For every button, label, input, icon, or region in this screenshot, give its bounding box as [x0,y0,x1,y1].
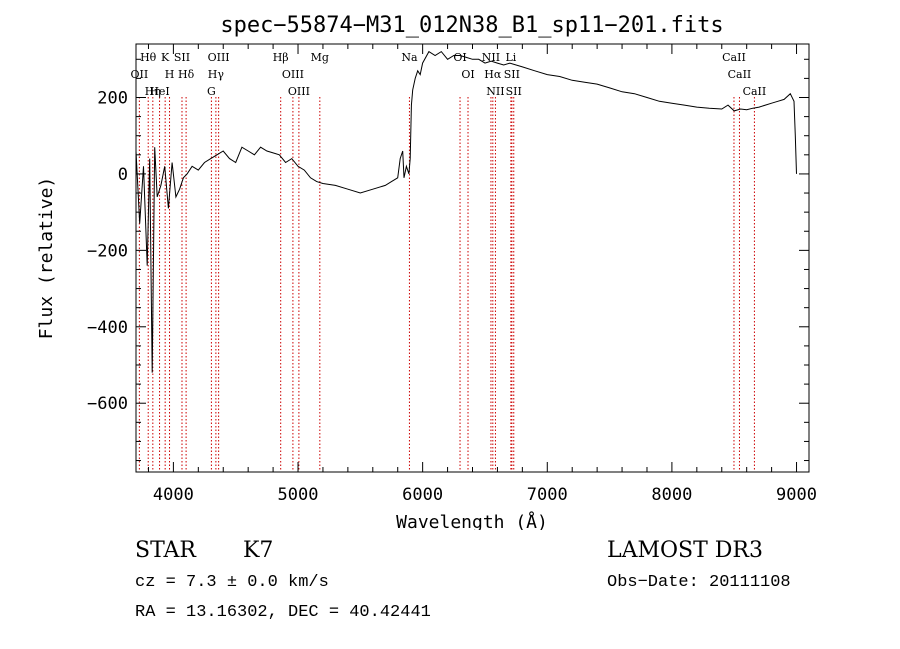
line-label-19: Hα [484,68,502,81]
line-label-23: SII [506,85,522,98]
line-label-11: Hβ [273,51,289,64]
line-label-1: OII [131,68,149,81]
line-label-22: SII [504,68,520,81]
spectrum-chart: spec−55874−M31_012N38_B1_sp11−201.fits H… [36,13,817,530]
y-axis-label: Flux (relative) [36,177,57,340]
x-tick-label: 7000 [527,485,568,505]
line-label-10: G [207,85,216,98]
line-label-6: SII [174,51,190,64]
x-axis-label: Wavelength (Å) [396,511,548,530]
line-label-20: NII [486,85,504,98]
line-label-13: OIII [288,85,310,98]
y-tick-label: 200 [97,89,128,109]
y-tick-label: 0 [118,165,128,185]
spectrum-series-line [135,50,797,373]
line-label-9: Hγ [208,68,225,81]
survey-name: LAMOST DR3 [607,538,763,563]
line-label-25: CaII [728,68,752,81]
line-label-3: HeI [149,85,169,98]
line-label-21: Li [505,51,516,64]
x-tick-label: 4000 [153,485,194,505]
line-label-5: H [165,68,175,81]
line-label-12: OIII [282,68,304,81]
sky-coordinates: RA = 13.16302, DEC = 40.42441 [135,603,431,622]
x-tick-label: 9000 [776,485,817,505]
line-label-14: Mg [311,51,329,64]
x-tick-label: 6000 [402,485,443,505]
y-tick-label: −200 [87,241,128,261]
line-label-7: Hδ [178,68,195,81]
x-tick-label: 8000 [651,485,692,505]
spectral-line-markers [138,97,755,472]
chart-title: spec−55874−M31_012N38_B1_sp11−201.fits [220,13,723,38]
line-label-2: Hη [145,85,161,98]
y-tick-label: −600 [87,394,128,414]
line-label-24: CaII [722,51,746,64]
object-class: STAR [135,538,196,563]
line-label-0: Hθ [140,51,157,64]
x-axis-ticks: 4000 5000 6000 7000 8000 9000 [147,44,817,505]
x-tick-label: 5000 [278,485,319,505]
line-label-17: OI [461,68,474,81]
line-label-16: OI [453,51,466,64]
line-label-4: K [161,51,170,64]
line-label-18: NII [482,51,500,64]
observation-date: Obs−Date: 20111108 [607,573,791,592]
line-label-8: OIII [208,51,230,64]
object-subclass: K7 [243,538,274,563]
line-label-26: CaII [743,85,767,98]
y-tick-label: −400 [87,318,128,338]
line-label-15: Na [401,51,418,64]
y-axis-ticks: −600 −400 −200 0 200 [87,58,809,462]
redshift-value: cz = 7.3 ± 0.0 km/s [135,573,329,592]
